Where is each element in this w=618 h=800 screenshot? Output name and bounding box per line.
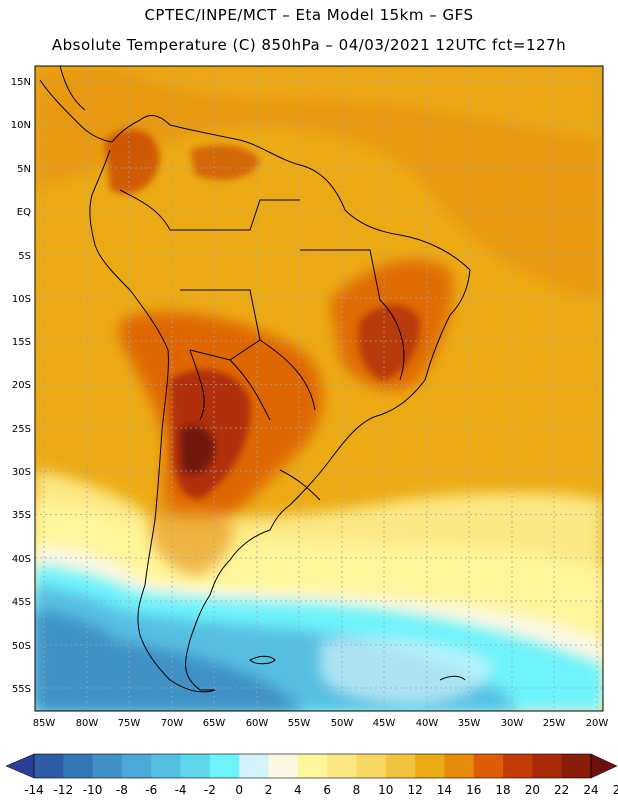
lat-label: 20S	[12, 380, 31, 391]
lat-label: 5S	[18, 251, 31, 262]
colorbar-label: 18	[495, 783, 510, 797]
colorbar-label: 14	[437, 783, 452, 797]
colorbar-swatch	[561, 754, 592, 778]
field-falklands-pale	[320, 636, 492, 705]
colorbar-swatch	[327, 754, 357, 778]
lon-label: 40W	[416, 718, 439, 729]
longitude-axis: 85W 80W 75W 70W 65W 60W 55W 50W 45W 40W …	[33, 718, 609, 729]
colorbar-label: 26	[613, 783, 618, 797]
colorbar-label: 6	[323, 783, 331, 797]
colorbar-label: 24	[583, 783, 598, 797]
lon-label: 30W	[501, 718, 524, 729]
colorbar-swatch	[385, 754, 416, 778]
colorbar-arrow-high	[590, 753, 618, 779]
colorbar-swatch	[268, 754, 299, 778]
colorbar-swatch	[180, 754, 211, 778]
colorbar-swatch	[34, 754, 64, 778]
colorbar-label: 12	[407, 783, 422, 797]
lat-label: 15N	[11, 77, 31, 88]
lon-label: 85W	[33, 718, 56, 729]
colorbar-swatch	[356, 754, 387, 778]
lat-label: 55S	[12, 684, 31, 695]
lat-label: 15S	[12, 337, 31, 348]
colorbar-swatch	[297, 754, 328, 778]
colorbar-swatch	[151, 754, 182, 778]
colorbar-label: 0	[235, 783, 243, 797]
lon-label: 20W	[586, 718, 609, 729]
colorbar-swatch	[239, 754, 270, 778]
field-venezuela	[190, 144, 260, 180]
temperature-field	[35, 66, 603, 711]
colorbar-label: -6	[145, 783, 157, 797]
colorbar-label: -4	[175, 783, 187, 797]
lon-label: 75W	[118, 718, 141, 729]
colorbar-label: 4	[294, 783, 302, 797]
lat-label: 10N	[11, 120, 31, 131]
colorbar-label: -2	[204, 783, 216, 797]
lat-label: EQ	[17, 207, 31, 218]
lon-label: 55W	[288, 718, 311, 729]
colorbar-label: 20	[525, 783, 540, 797]
lon-label: 35W	[458, 718, 481, 729]
lon-label: 25W	[543, 718, 566, 729]
colorbar-label: 2	[265, 783, 273, 797]
colorbar-arrow-low	[5, 753, 35, 779]
lat-label: 25S	[12, 424, 31, 435]
lat-label: 5N	[17, 164, 31, 175]
colorbar-label: -12	[54, 783, 74, 797]
field-patagonia-warm	[150, 503, 233, 575]
lat-label: 10S	[12, 294, 31, 305]
colorbar-label: -8	[116, 783, 128, 797]
colorbar-label: 16	[466, 783, 481, 797]
colorbar-swatch	[444, 754, 475, 778]
colorbar-swatch	[209, 754, 240, 778]
colorbar-swatch	[532, 754, 563, 778]
colorbar-swatch	[92, 754, 123, 778]
field-south-deepblue	[35, 610, 300, 711]
coastlines	[39, 66, 471, 693]
lon-label: 65W	[203, 718, 226, 729]
lon-label: 60W	[246, 718, 269, 729]
field-amazon	[130, 228, 368, 333]
lat-label: 45S	[12, 597, 31, 608]
colorbar-label: 8	[353, 783, 361, 797]
chart-title-line1: CPTEC/INPE/MCT – Eta Model 15km – GFS	[144, 6, 474, 24]
lon-label: 80W	[76, 718, 99, 729]
colorbar-label: 22	[554, 783, 569, 797]
colorbar-outline	[33, 753, 592, 779]
colorbar-label: -10	[83, 783, 103, 797]
colorbar-swatch	[63, 754, 94, 778]
lat-label: 35S	[12, 510, 31, 521]
colorbar-swatch	[121, 754, 152, 778]
field-caribbean	[120, 66, 603, 140]
lon-label: 50W	[331, 718, 354, 729]
colorbar-label: -14	[24, 783, 44, 797]
map-frame	[34, 65, 604, 712]
field-andes-north	[105, 129, 160, 194]
lat-label: 30S	[12, 467, 31, 478]
colorbar-swatch	[415, 754, 445, 778]
latitude-axis: 15N 10N 5N EQ 5S 10S 15S 20S 25S 30S 35S…	[11, 77, 31, 695]
lon-label: 45W	[373, 718, 396, 729]
lat-label: 40S	[12, 554, 31, 565]
field-ne-core	[358, 305, 421, 380]
colorbar-swatch	[473, 754, 504, 778]
colorbar: -14-12-10-8-6-4-202468101214161820222426…	[5, 753, 618, 797]
field-chaco-core	[180, 426, 215, 474]
chart-title-line2: Absolute Temperature (C) 850hPa – 04/03/…	[51, 36, 567, 54]
colorbar-label: 10	[378, 783, 393, 797]
lat-label: 50S	[12, 641, 31, 652]
lon-label: 70W	[161, 718, 184, 729]
colorbar-swatch	[503, 754, 533, 778]
